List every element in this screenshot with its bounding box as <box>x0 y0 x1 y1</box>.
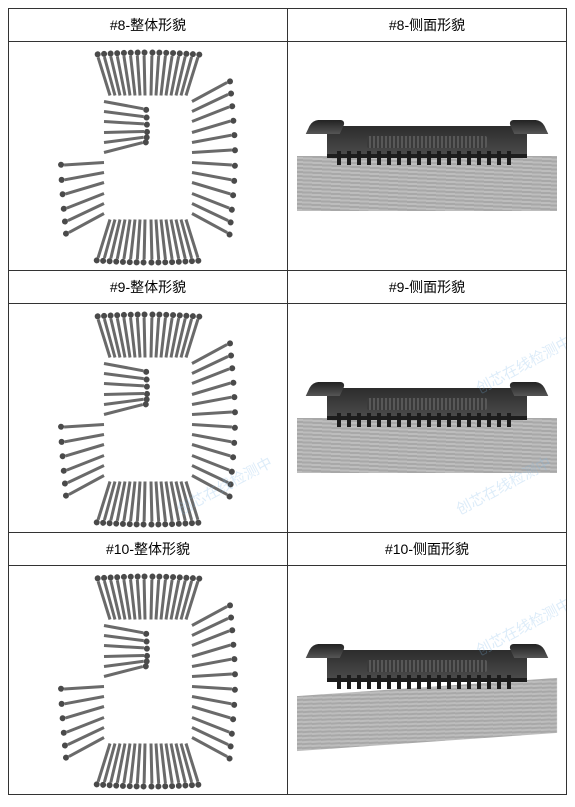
chip-pin <box>64 685 104 691</box>
chip-pin <box>192 685 232 691</box>
chip-pin <box>192 148 232 154</box>
chip-side-view-10 <box>297 595 557 765</box>
chip-pin <box>104 130 144 134</box>
chip-pin <box>149 579 153 619</box>
chip-pin <box>192 381 231 395</box>
chip-pin <box>136 219 142 259</box>
chip-pin <box>104 120 144 125</box>
chip-pin <box>149 743 153 783</box>
document-root: #8-整体形貌 #8-侧面形貌 #9-整体形貌 #9-侧面形貌 <box>8 8 567 795</box>
chip-pin <box>149 55 153 95</box>
chip-pin <box>154 579 160 619</box>
chip-pin <box>104 644 144 649</box>
chip-pin <box>192 395 232 405</box>
chip-pin <box>104 382 144 387</box>
chip-pin <box>192 672 232 678</box>
cell-9-top: 创芯在线检测中 <box>9 304 288 533</box>
chip-pin <box>192 423 232 429</box>
chip-pin <box>104 110 144 118</box>
chip-pin <box>64 433 104 443</box>
chip-pin <box>192 657 232 667</box>
chip-side-view-8 <box>297 71 557 241</box>
chip-pin <box>136 579 142 619</box>
chip-pin <box>154 317 160 357</box>
chip-pin <box>104 100 144 110</box>
header-8-top: #8-整体形貌 <box>9 9 288 42</box>
chip-pin <box>143 55 147 95</box>
chip-pin <box>143 219 147 259</box>
chip-pin <box>154 743 160 783</box>
chip-pin <box>64 423 104 429</box>
chip-pin <box>143 579 147 619</box>
chip-pin <box>191 81 228 103</box>
chip-pin <box>136 317 142 357</box>
chip-pin <box>64 695 104 705</box>
chip-pin <box>192 119 231 133</box>
chip-pin <box>192 433 232 443</box>
chip-pin <box>192 643 231 657</box>
chip-top-view-10 <box>38 570 258 790</box>
cell-10-top <box>9 566 288 795</box>
header-10-side: #10-侧面形貌 <box>288 533 567 566</box>
chip-pin <box>154 55 160 95</box>
chip-top-view-9 <box>38 308 258 528</box>
chip-pin <box>192 161 232 167</box>
chip-pin <box>104 362 144 372</box>
chip-pin <box>192 171 232 181</box>
chip-pin <box>149 481 153 521</box>
chip-pin <box>64 171 104 181</box>
chip-pin <box>192 695 232 705</box>
chip-pin <box>191 343 228 365</box>
chip-pin <box>104 634 144 642</box>
chip-pin <box>154 481 160 521</box>
header-9-side: #9-侧面形貌 <box>288 271 567 304</box>
chip-pin <box>192 410 232 416</box>
chip-pin <box>192 133 232 143</box>
header-10-top: #10-整体形貌 <box>9 533 288 566</box>
chip-pin <box>136 743 142 783</box>
chip-pin <box>149 219 153 259</box>
chip-pin <box>143 743 147 783</box>
chip-pin <box>143 317 147 357</box>
chip-pin <box>136 55 142 95</box>
figure-table: #8-整体形貌 #8-侧面形貌 #9-整体形貌 #9-侧面形貌 <box>8 8 567 795</box>
header-9-top: #9-整体形貌 <box>9 271 288 304</box>
chip-side-view-9 <box>297 333 557 503</box>
chip-pin <box>104 654 144 658</box>
header-8-side: #8-侧面形貌 <box>288 9 567 42</box>
chip-pin <box>154 219 160 259</box>
chip-pin <box>136 481 142 521</box>
chip-pin <box>191 605 228 627</box>
chip-pin <box>149 317 153 357</box>
cell-10-side: 创芯在线检测中 <box>288 566 567 795</box>
cell-8-side <box>288 42 567 271</box>
cell-8-top <box>9 42 288 271</box>
chip-pin <box>104 392 144 396</box>
chip-pin <box>104 624 144 634</box>
chip-top-view-8 <box>38 46 258 266</box>
cell-9-side: 创芯在线检测中 创芯在线检测中 <box>288 304 567 533</box>
chip-pin <box>143 481 147 521</box>
chip-pin <box>104 372 144 380</box>
chip-pin <box>64 161 104 167</box>
